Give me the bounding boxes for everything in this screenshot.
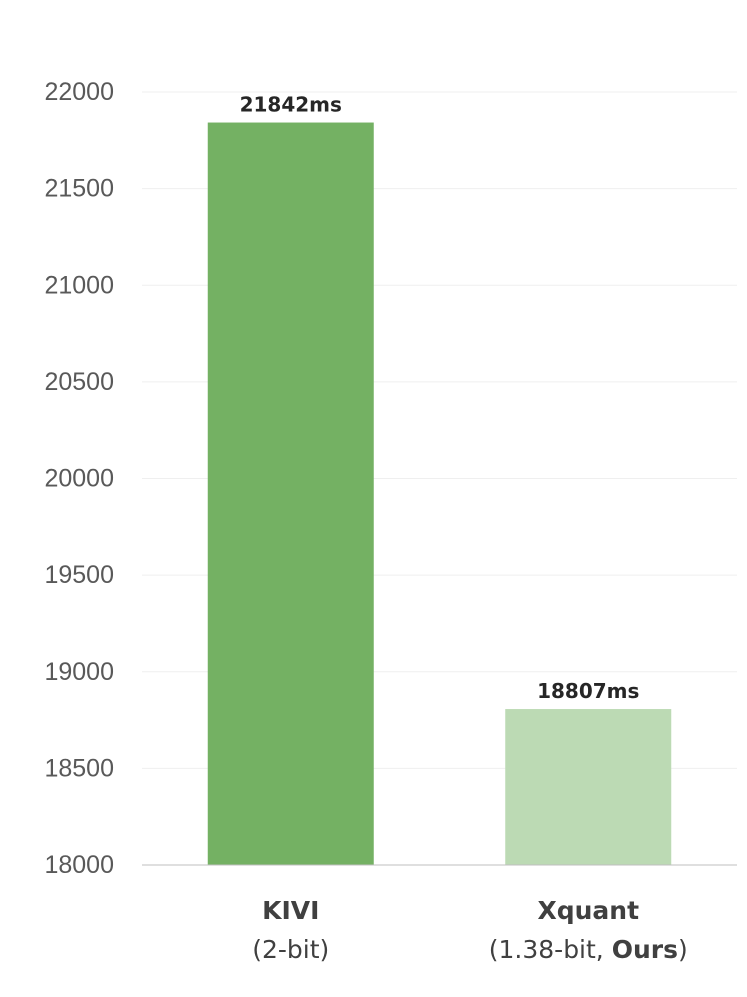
y-tick-label: 22000	[44, 78, 114, 106]
category-name: KIVI	[262, 896, 319, 925]
y-tick-label: 20000	[44, 465, 114, 493]
category-subtitle-prefix: (2-bit)	[252, 935, 329, 964]
value-label: 18807ms	[537, 679, 639, 703]
value-label: 21842ms	[240, 93, 342, 117]
category-subtitle: (2-bit)	[252, 935, 329, 964]
category-name: Xquant	[537, 896, 639, 925]
y-tick-label: 19000	[44, 658, 114, 686]
category-subtitle-suffix: )	[678, 935, 688, 964]
bars	[207, 122, 672, 865]
category-subtitle: (1.38-bit, Ours)	[489, 935, 688, 964]
y-tick-label: 20500	[44, 368, 114, 396]
x-axis-category-labels: KIVI (2-bit) Xquant (1.38-bit, Ours)	[252, 896, 688, 964]
y-tick-label: 21000	[44, 271, 114, 299]
category-subtitle-prefix: (1.38-bit,	[489, 935, 612, 964]
bar-xquant	[505, 709, 672, 865]
y-tick-label: 21500	[44, 175, 114, 203]
bar-kivi	[207, 122, 374, 865]
y-tick-label: 18000	[44, 851, 114, 879]
y-axis-tick-labels: 18000 18500 19000 19500 20000 20500 21000 21500…	[44, 78, 114, 879]
category-subtitle-bold: Ours	[612, 935, 678, 964]
value-labels: 21842ms 18807ms	[240, 93, 640, 704]
y-tick-label: 18500	[44, 754, 114, 782]
y-tick-label: 19500	[44, 561, 114, 589]
